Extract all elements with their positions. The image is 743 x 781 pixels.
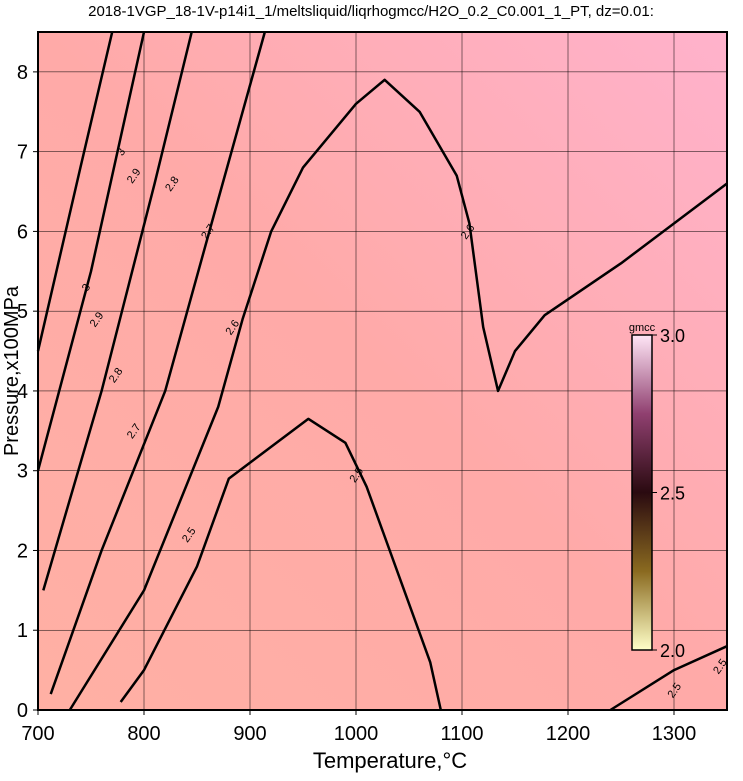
colorbar-label: gmcc <box>629 322 656 334</box>
contour-label: 3 <box>80 282 93 294</box>
x-tick-label: 1300 <box>652 723 697 745</box>
contour-line <box>36 31 146 472</box>
contour-line <box>49 31 267 695</box>
y-tick-label: 4 <box>17 381 28 403</box>
y-tick-label: 0 <box>17 700 28 722</box>
colorbar-tick-label: 2.0 <box>660 641 685 661</box>
chart-title: 2018-1VGP_18-1V-p14i1_1/meltsliquid/liqr… <box>88 3 654 20</box>
y-tick-label: 3 <box>17 461 28 483</box>
y-tick-label: 7 <box>17 142 28 164</box>
y-tick-label: 5 <box>17 301 28 323</box>
contour-line <box>119 417 443 711</box>
x-tick-label: 1000 <box>334 723 379 745</box>
x-axis-label: Temperature,°C <box>313 748 467 773</box>
y-tick-label: 6 <box>17 221 28 243</box>
colorbar <box>631 334 653 651</box>
contour-line <box>42 31 193 591</box>
y-tick-label: 8 <box>17 62 28 84</box>
contour-line <box>609 645 728 712</box>
plot-frame <box>37 31 728 711</box>
x-tick-label: 900 <box>233 723 266 745</box>
x-tick-label: 800 <box>127 723 160 745</box>
colorbar-tick-label: 2.5 <box>660 484 685 504</box>
y-axis-label: Pressure,x100MPa <box>1 285 23 456</box>
y-tick-label: 2 <box>17 540 28 562</box>
x-tick-label: 700 <box>21 723 54 745</box>
y-tick-label: 1 <box>17 620 28 642</box>
plot-background <box>38 32 727 710</box>
colorbar-tick-label: 3.0 <box>660 326 685 346</box>
contour-line <box>36 31 114 352</box>
x-tick-label: 1100 <box>440 723 483 745</box>
x-tick-label: 1200 <box>546 723 591 745</box>
contour-line <box>68 78 728 711</box>
contour-label: 3 <box>115 146 128 158</box>
